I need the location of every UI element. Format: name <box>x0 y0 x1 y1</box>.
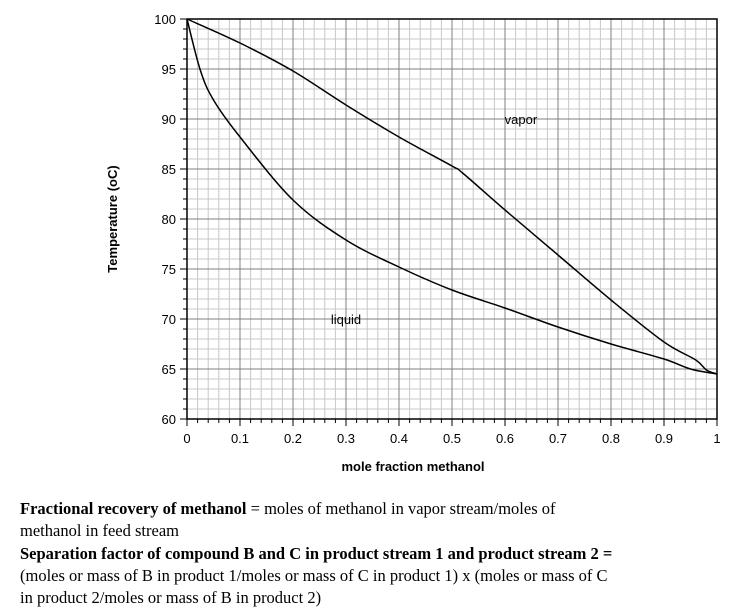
tick-labels: 0 0.1 0.2 0.3 0.4 0.5 0.6 0.7 0.8 0.9 1 60 65 70 75 80 8… <box>154 12 720 446</box>
x-tick-label: 1 <box>713 431 720 446</box>
y-tick-label: 65 <box>162 362 176 377</box>
y-tick-label: 100 <box>154 12 176 27</box>
y-tick-label: 70 <box>162 312 176 327</box>
y-axis-title: Temperature (oC) <box>105 165 120 272</box>
phase-diagram-chart: 0 0.1 0.2 0.3 0.4 0.5 0.6 0.7 0.8 0.9 1 60 65 70 75 80 8… <box>105 12 721 474</box>
note-line: in product 2/moles or mass of B in produ… <box>20 588 322 608</box>
note-term-fractional-recovery: Fractional recovery of methanol <box>20 499 247 518</box>
annotation-liquid: liquid <box>331 312 361 327</box>
plot-frame <box>186 18 718 420</box>
liquid-curve <box>186 18 718 375</box>
vapor-curve <box>186 18 718 375</box>
note-definition-part: = moles of methanol in vapor stream/mole… <box>246 499 556 518</box>
y-tick-label: 95 <box>162 62 176 77</box>
x-axis-title: mole fraction methanol <box>341 459 484 474</box>
x-tick-label: 0.4 <box>390 431 408 446</box>
notes: Fractional recovery of methanol = moles … <box>20 498 740 609</box>
y-tick-label: 80 <box>162 212 176 227</box>
x-tick-label: 0.5 <box>443 431 461 446</box>
x-tick-label: 0.7 <box>549 431 567 446</box>
grid <box>180 18 718 426</box>
x-tick-label: 0.1 <box>231 431 249 446</box>
note-line: (moles or mass of B in product 1/moles o… <box>20 565 608 585</box>
note-line: methanol in feed stream <box>20 521 179 541</box>
series-group <box>186 18 718 375</box>
x-tick-label: 0 <box>183 431 190 446</box>
x-tick-label: 0.6 <box>496 431 514 446</box>
x-tick-label: 0.8 <box>602 431 620 446</box>
y-tick-label: 60 <box>162 412 176 427</box>
x-tick-label: 0.2 <box>284 431 302 446</box>
annotation-vapor: vapor <box>505 112 538 127</box>
note-term-separation-factor-label: Separation factor of compound B and C in… <box>20 543 613 563</box>
note-term-separation-factor: Separation factor of compound B and C in… <box>20 543 740 565</box>
x-tick-label: 0.9 <box>655 431 673 446</box>
y-tick-label: 75 <box>162 262 176 277</box>
y-tick-label: 85 <box>162 162 176 177</box>
note-fractional-recovery: Fractional recovery of methanol = moles … <box>20 498 740 520</box>
x-tick-label: 0.3 <box>337 431 355 446</box>
y-tick-label: 90 <box>162 112 176 127</box>
